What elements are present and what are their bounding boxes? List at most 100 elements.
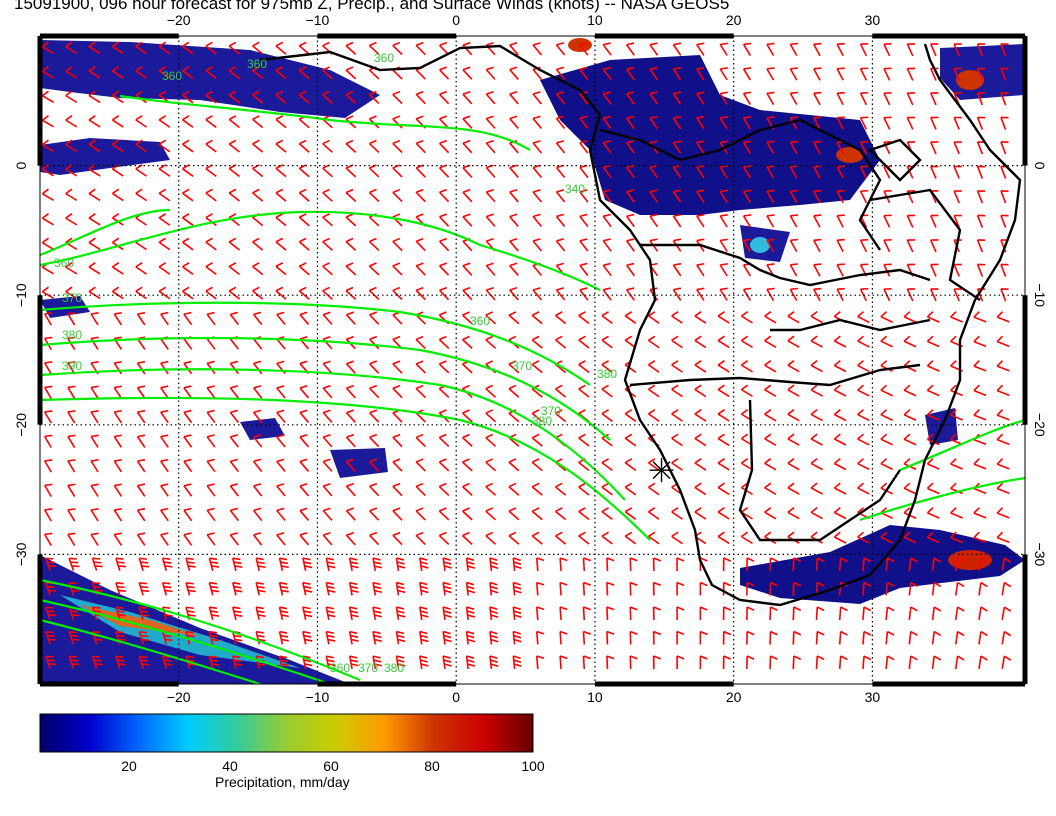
wind-barb (68, 655, 80, 669)
wind-barb (857, 458, 870, 471)
wind-barb (41, 90, 55, 103)
wind-barb (906, 67, 916, 81)
wind-barb (953, 67, 962, 81)
wind-barb (229, 532, 240, 546)
wind-barb (67, 483, 76, 497)
wind-barb (532, 115, 543, 130)
wind-barb (766, 140, 775, 155)
wind-barb (90, 410, 99, 424)
wind-barb (275, 213, 287, 227)
wind-barb (302, 606, 313, 621)
wind-barb (926, 409, 940, 421)
wind-barb (322, 433, 333, 448)
wind-barb (45, 557, 57, 571)
wind-barb (766, 214, 775, 228)
wind-barb (322, 237, 333, 251)
wind-barb (672, 42, 682, 56)
wind-barb (810, 482, 823, 495)
wind-barb (205, 164, 217, 178)
wind-barb (485, 409, 497, 423)
wind-barb (976, 239, 986, 253)
precip-front-inner (80, 605, 200, 636)
wind-barb (252, 139, 264, 153)
wind-barb (419, 557, 429, 572)
contour-label: 380 (597, 367, 617, 381)
wind-barb (229, 507, 240, 522)
wind-barb (601, 531, 613, 545)
wind-barb (252, 188, 264, 202)
wind-barb (345, 482, 356, 497)
wind-barb (953, 214, 962, 228)
wind-barb (626, 262, 635, 277)
wind-barb (671, 409, 683, 422)
wind-barb (299, 483, 310, 497)
wind-barb (183, 458, 193, 473)
wind-barb (392, 384, 403, 399)
wind-barb (439, 66, 450, 80)
wind-barb (976, 190, 986, 204)
wind-barb (299, 385, 310, 399)
wind-barb (136, 311, 146, 326)
wind-barb (1000, 67, 1009, 81)
wind-barb (415, 237, 426, 252)
wind-barb (485, 90, 496, 105)
wind-barb (694, 360, 707, 373)
wind-barb (950, 409, 964, 421)
wind-barb (626, 238, 635, 252)
contour-line (40, 368, 626, 501)
wind-barb (206, 336, 216, 350)
wind-barb (275, 41, 287, 55)
wind-barb (740, 384, 753, 398)
wind-barb (815, 557, 825, 572)
contour-label: 370 (512, 359, 532, 373)
wind-barb (44, 483, 53, 498)
wind-barb (629, 557, 638, 572)
wind-barb (649, 164, 659, 179)
wind-barb (903, 531, 917, 544)
wind-barb (717, 531, 730, 545)
wind-barb (699, 630, 708, 645)
wind-barb (438, 531, 450, 546)
wind-barb (719, 42, 728, 56)
wind-barb (182, 262, 194, 275)
wind-barb (136, 385, 146, 399)
wind-barb (931, 606, 942, 621)
wind-barb (648, 311, 660, 324)
wind-barb (392, 531, 403, 546)
wind-barb (229, 385, 240, 399)
wind-barb (160, 336, 169, 350)
wind-barb (113, 507, 123, 522)
contour-label: 360 (374, 51, 394, 65)
wind-barb (276, 458, 286, 473)
wind-barb (652, 630, 662, 645)
wind-barb (183, 385, 193, 399)
wind-barb (978, 630, 988, 645)
contour-label: 360 (470, 314, 490, 328)
wind-barb (649, 287, 659, 301)
wind-barb (392, 90, 403, 105)
wind-barb (717, 409, 730, 422)
wind-barb (1001, 655, 1012, 670)
wind-barb (485, 433, 497, 447)
wind-barb (789, 238, 799, 253)
wind-barb (694, 409, 707, 422)
wind-barb (579, 238, 589, 252)
wind-barb (671, 384, 683, 398)
wind-barb (298, 188, 310, 202)
wind-barb (810, 409, 823, 422)
africa-west-coast (259, 43, 1022, 607)
wind-barb (926, 531, 940, 544)
wind-barb (953, 165, 962, 179)
wind-barb (694, 482, 707, 496)
wind-barb (1000, 43, 1009, 57)
wind-barb (160, 507, 169, 522)
wind-barb (253, 385, 263, 399)
wind-barb (419, 581, 429, 596)
wind-barb (392, 139, 403, 154)
wind-barb (462, 262, 473, 276)
wind-barb (113, 360, 123, 375)
wind-barb (91, 557, 103, 571)
wind-barb (67, 385, 76, 399)
wind-barb (205, 213, 217, 227)
